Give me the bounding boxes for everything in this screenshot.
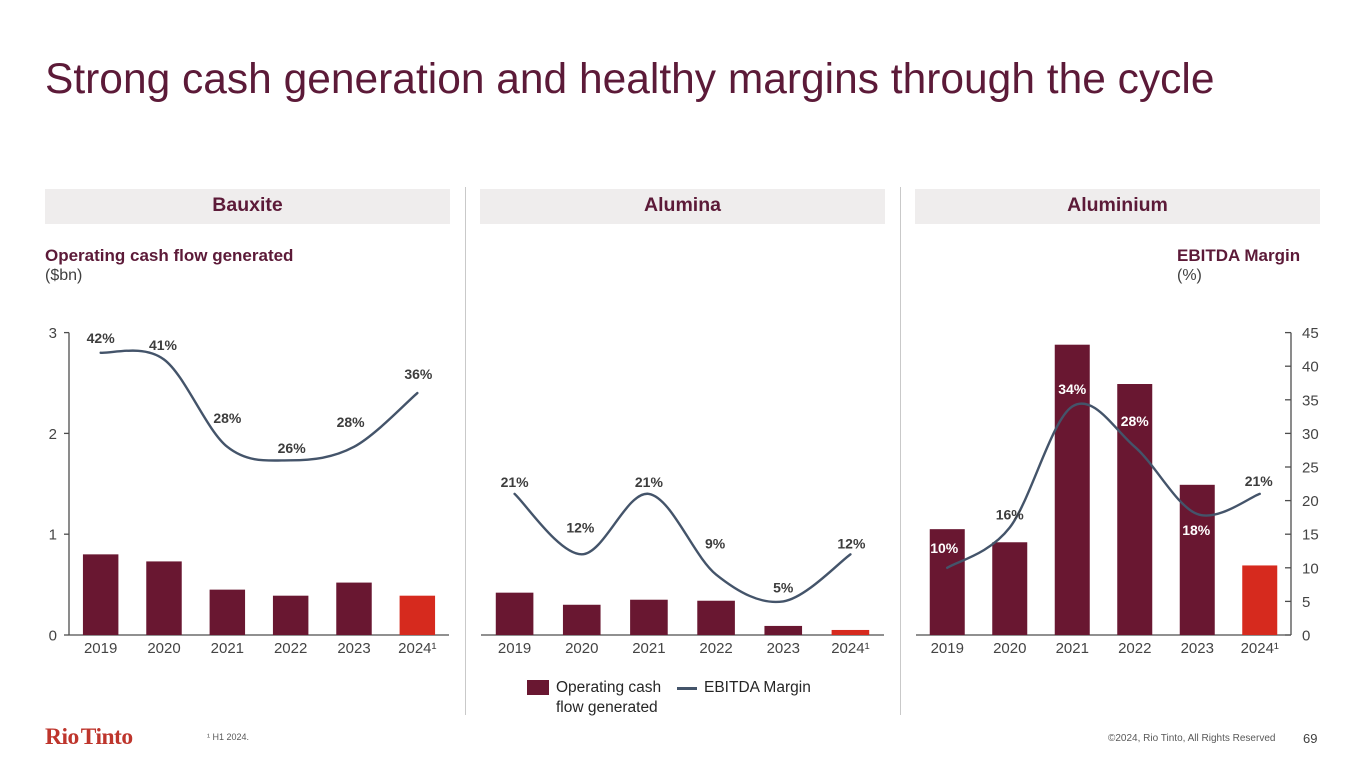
bar-2021: [1054, 344, 1090, 635]
left-axis-caption: Operating cash flow generated ($bn): [45, 246, 293, 285]
data-label-2022: 28%: [1121, 413, 1150, 429]
x-axis-label-2019: 2019: [498, 640, 531, 657]
data-label-2021: 21%: [635, 474, 664, 490]
y2-axis-tick-label: 15: [1302, 527, 1319, 544]
section-header-aluminium: Aluminium: [915, 189, 1320, 224]
y2-axis-tick-label: 10: [1302, 560, 1319, 577]
bar-2023: [764, 625, 803, 635]
copyright-notice: ©2024, Rio Tinto, All Rights Reserved: [1108, 732, 1276, 744]
bar-2022: [697, 600, 735, 635]
ebitda-margin-unit: (%): [1177, 267, 1202, 284]
x-axis-label-2022: 2022: [274, 640, 307, 657]
operating-cash-flow-unit: ($bn): [45, 267, 83, 284]
section-divider-right: [900, 187, 901, 715]
bar-2024¹: [831, 629, 870, 635]
data-label-2023: 5%: [773, 579, 794, 595]
y-axis-tick-label: 1: [49, 527, 57, 544]
bar-2023: [336, 582, 372, 635]
bar-2019: [82, 554, 119, 635]
bar-2021: [209, 589, 246, 635]
alumina-chart: 2019 2020 2021 2022 2023 2024¹ 21% 12% 21% 9% 5% 12…: [481, 474, 884, 657]
legend-line-swatch: [677, 687, 697, 690]
x-axis-label-2021: 2021: [211, 640, 244, 657]
rio-tinto-logo: Rio Tinto: [45, 723, 133, 750]
legend-bar-label: Operating cash flow generated: [556, 679, 662, 716]
data-label-2020: 16%: [996, 506, 1025, 522]
x-axis-label-2020: 2020: [993, 640, 1026, 657]
x-axis-label-2023: 2023: [1181, 640, 1214, 657]
data-label-2019: 42%: [87, 330, 116, 346]
bar-2019: [495, 592, 534, 635]
x-axis-label-2022: 2022: [699, 640, 732, 657]
bar-2021: [630, 599, 668, 635]
chart-legend: Operating cash flow generated EBITDA Mar…: [527, 678, 811, 718]
data-label-2024¹: 21%: [1245, 473, 1274, 489]
bauxite-chart: 0 1 2 3 2019 2020 2021 2022 2023 2024¹ 42% 41% 28% 26…: [49, 325, 449, 657]
footnote: ¹ H1 2024.: [207, 732, 250, 742]
right-axis-caption: EBITDA Margin (%): [1177, 246, 1300, 285]
operating-cash-flow-caption: Operating cash flow generated: [45, 246, 294, 265]
x-axis-label-2022: 2022: [1118, 640, 1151, 657]
bar-2024¹: [1242, 565, 1278, 635]
bar-2022: [1117, 384, 1153, 635]
data-label-2022: 9%: [705, 536, 726, 552]
data-label-2024¹: 36%: [404, 366, 433, 382]
x-axis-label-2023: 2023: [337, 640, 370, 657]
ebitda-margin-line: [99, 349, 419, 462]
data-label-2023: 28%: [337, 414, 366, 430]
data-label-2019: 21%: [501, 474, 530, 490]
x-axis-label-2021: 2021: [632, 640, 665, 657]
y-axis-tick-label: 0: [49, 628, 57, 645]
bar-2022: [272, 595, 309, 635]
ebitda-margin-line: [946, 402, 1261, 569]
y2-axis-tick-label: 30: [1302, 426, 1319, 443]
y2-axis-tick-label: 25: [1302, 460, 1319, 477]
y2-axis-tick-label: 45: [1302, 325, 1319, 342]
data-label-2020: 12%: [566, 519, 595, 535]
page-number: 69: [1303, 731, 1318, 746]
bar-2023: [1179, 484, 1215, 635]
x-axis-label-2024¹: 2024¹: [831, 640, 869, 657]
section-divider-left: [465, 187, 466, 715]
slide-title: Strong cash generation and healthy margi…: [45, 56, 1215, 103]
bar-2019: [929, 529, 965, 635]
y2-axis-tick-label: 20: [1302, 493, 1319, 510]
y2-axis-tick-label: 5: [1302, 594, 1310, 611]
ebitda-margin-line: [513, 492, 852, 604]
data-label-2021: 34%: [1058, 381, 1087, 397]
x-axis-label-2024¹: 2024¹: [398, 640, 436, 657]
y2-axis-tick-label: 40: [1302, 359, 1319, 376]
aluminium-chart: 0 5 10 15 20 25 30 35 40 45 2019 2020 2021 2022 2023 20…: [916, 325, 1319, 657]
bar-2020: [562, 604, 601, 635]
y2-axis-tick-label: 0: [1302, 628, 1310, 645]
bar-2020: [992, 542, 1028, 635]
section-header-bauxite: Bauxite: [45, 189, 450, 224]
x-axis-label-2021: 2021: [1056, 640, 1089, 657]
section-header-alumina: Alumina: [480, 189, 885, 224]
bar-2020: [146, 561, 182, 635]
y2-axis-tick-label: 35: [1302, 392, 1319, 409]
x-axis-label-2024¹: 2024¹: [1241, 640, 1279, 657]
bar-2024¹: [399, 595, 436, 635]
data-label-2019: 10%: [930, 540, 959, 556]
y-axis-tick-label: 2: [49, 426, 57, 443]
data-label-2023: 18%: [1182, 522, 1211, 538]
legend-bar-swatch: [527, 680, 549, 695]
data-label-2022: 26%: [278, 440, 307, 456]
data-label-2021: 28%: [213, 410, 242, 426]
x-axis-label-2019: 2019: [931, 640, 964, 657]
x-axis-label-2023: 2023: [767, 640, 800, 657]
x-axis-label-2020: 2020: [147, 640, 180, 657]
x-axis-label-2019: 2019: [84, 640, 117, 657]
ebitda-margin-caption: EBITDA Margin: [1177, 246, 1301, 265]
legend-line-label: EBITDA Margin: [704, 679, 811, 696]
data-label-2020: 41%: [149, 337, 178, 353]
data-label-2024¹: 12%: [837, 535, 866, 551]
y-axis-tick-label: 3: [49, 325, 57, 342]
x-axis-label-2020: 2020: [565, 640, 598, 657]
